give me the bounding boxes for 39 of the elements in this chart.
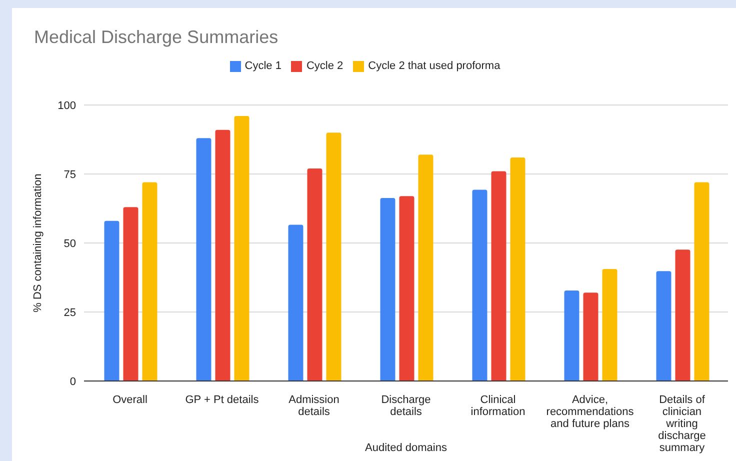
- y-axis-title: % DS containing information: [32, 174, 44, 312]
- legend-label: Cycle 1: [244, 60, 282, 72]
- y-tick-label: 0: [70, 376, 76, 388]
- bar: [215, 130, 230, 381]
- bar: [104, 220, 120, 381]
- bar: [583, 292, 598, 381]
- y-tick-label: 100: [58, 100, 76, 112]
- legend-label: Cycle 2: [306, 60, 344, 72]
- x-tick-label: Clinical information: [470, 394, 526, 418]
- x-axis-title: Audited domains: [365, 442, 448, 454]
- bar: [675, 250, 690, 381]
- bar: [307, 168, 322, 381]
- y-tick-label: 75: [64, 168, 76, 181]
- bar: [123, 207, 138, 381]
- x-tick-label: Overall: [112, 394, 148, 406]
- chart-title: Medical Discharge Summaries: [34, 27, 278, 48]
- x-tick-label: Advice, recommendations and future plans: [546, 394, 634, 430]
- bar: [564, 290, 580, 381]
- bar: [510, 157, 526, 381]
- x-tick-label: Discharge details: [381, 394, 431, 418]
- bar: [472, 190, 488, 381]
- legend-label: Cycle 2 that used proforma: [368, 60, 500, 72]
- bar: [196, 138, 212, 381]
- bar: [491, 171, 506, 381]
- bar: [326, 132, 342, 381]
- bar: [288, 224, 304, 381]
- y-tick-label: 25: [64, 306, 76, 319]
- bar: [142, 182, 158, 381]
- x-tick-label: Details of clinician writing discharge summary: [658, 394, 706, 454]
- bar: [399, 196, 414, 381]
- x-tick-label: GP + Pt details: [185, 394, 260, 406]
- bar: [694, 182, 710, 381]
- bar: [656, 271, 672, 381]
- x-tick-label: Admission details: [288, 394, 340, 418]
- bar: [418, 154, 434, 381]
- bar: [234, 116, 250, 381]
- y-tick-label: 50: [64, 238, 76, 250]
- bar: [380, 198, 396, 381]
- bar: [602, 268, 618, 381]
